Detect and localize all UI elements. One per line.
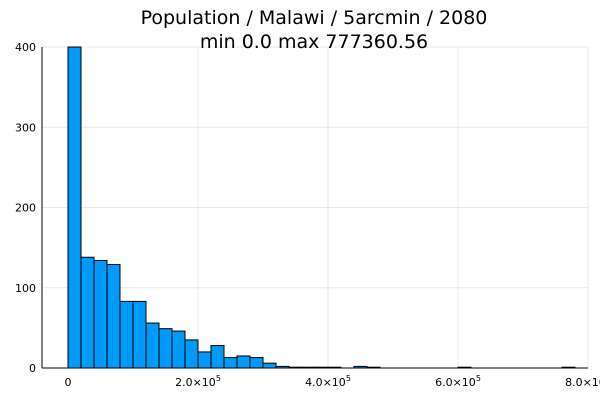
- histogram-bar: [184, 339, 199, 369]
- histogram-bar: [67, 46, 82, 369]
- histogram-bar: [158, 328, 173, 369]
- chart-title-line1: Population / Malawi / 5arcmin / 2080: [141, 7, 488, 29]
- histogram-bar: [119, 300, 134, 369]
- histogram-bar: [80, 256, 95, 369]
- y-tick-labels: 0 100 200 300 400: [15, 41, 36, 375]
- x-tick-label: 0: [65, 376, 72, 389]
- x-tick-base: 6.0×10: [435, 376, 476, 389]
- histogram-bar: [93, 259, 108, 369]
- histogram-bar: [210, 345, 225, 369]
- histogram-bar: [262, 362, 277, 369]
- y-tick-label: 100: [15, 282, 36, 295]
- histogram-bar: [249, 357, 264, 369]
- x-tick-exponent: 5: [216, 374, 221, 383]
- x-tick-base: 8.0×10: [565, 376, 600, 389]
- x-tick-base: 2.0×10: [175, 376, 216, 389]
- histogram-bar: [171, 330, 186, 369]
- x-tick-label: 2.0×105: [175, 374, 221, 389]
- y-tick-label: 200: [15, 202, 36, 215]
- axes: [41, 47, 588, 369]
- histogram-bar: [106, 263, 121, 369]
- x-tick-label: 8.0×105: [565, 374, 600, 389]
- histogram-bar: [223, 357, 238, 369]
- histogram-bar: [132, 300, 147, 369]
- y-tick-label: 300: [15, 121, 36, 134]
- x-tick-label: 6.0×105: [435, 374, 481, 389]
- y-tick-label: 0: [29, 362, 36, 375]
- x-tick-base: 4.0×10: [305, 376, 346, 389]
- x-tick-base: 0: [65, 376, 72, 389]
- x-tick-exponent: 5: [346, 374, 351, 383]
- histogram-bar: [197, 351, 212, 369]
- x-tick-exponent: 5: [476, 374, 481, 383]
- y-tick-label: 400: [15, 41, 36, 54]
- histogram-bar: [145, 322, 160, 369]
- histogram-bars: [67, 46, 576, 369]
- histogram-bar: [236, 355, 251, 369]
- chart-title-line2: min 0.0 max 777360.56: [200, 31, 428, 53]
- x-tick-label: 4.0×105: [305, 374, 351, 389]
